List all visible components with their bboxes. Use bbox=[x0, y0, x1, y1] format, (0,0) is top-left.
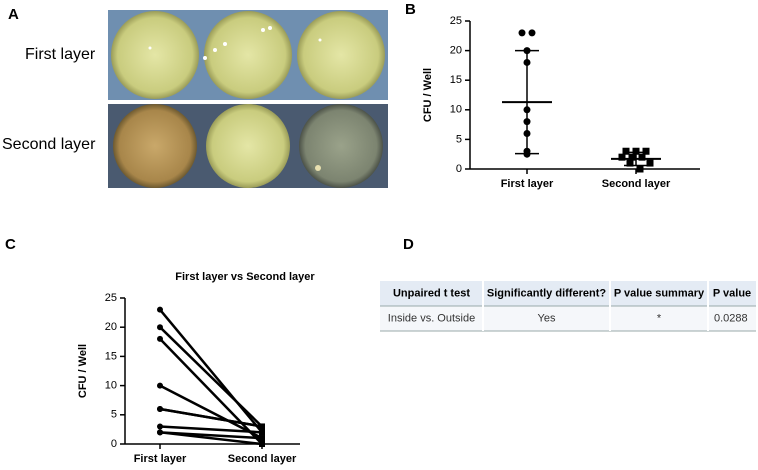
table-cell: Yes bbox=[538, 312, 556, 324]
x-tick-label: Second layer bbox=[602, 178, 671, 190]
table-cell: * bbox=[657, 312, 662, 324]
table-header-bg bbox=[380, 281, 756, 306]
chart-title: First layer vs Second layer bbox=[175, 271, 315, 283]
data-point bbox=[157, 382, 163, 389]
pair-line bbox=[159, 431, 263, 446]
table-header: Significantly different? bbox=[487, 287, 606, 299]
data-point bbox=[259, 435, 265, 442]
data-point bbox=[628, 153, 636, 161]
table: Unpaired t test Significantly different? P… bbox=[380, 281, 756, 332]
table-row-bg bbox=[380, 306, 756, 331]
pair-line bbox=[159, 326, 263, 428]
data-point bbox=[638, 153, 646, 161]
data-point bbox=[157, 324, 163, 331]
y-tick-label: 5 bbox=[456, 133, 462, 145]
panel-label: B bbox=[405, 1, 416, 18]
data-point bbox=[632, 147, 640, 155]
y-tick-label: 20 bbox=[105, 321, 117, 333]
data-point bbox=[626, 159, 634, 167]
data-point bbox=[636, 165, 644, 173]
data-point bbox=[528, 29, 536, 37]
pair-line bbox=[159, 407, 263, 428]
x-tick-label: First layer bbox=[501, 178, 554, 190]
y-tick-label: 25 bbox=[450, 15, 462, 27]
data-point bbox=[259, 423, 265, 430]
table-header: Unpaired t test bbox=[393, 287, 470, 299]
panel-label: A bbox=[8, 6, 19, 23]
data-point bbox=[642, 147, 650, 155]
pair-line bbox=[159, 338, 263, 445]
data-point bbox=[157, 335, 163, 342]
data-point bbox=[259, 429, 265, 436]
y-tick-label: 15 bbox=[450, 74, 462, 86]
y-tick-label: 0 bbox=[111, 438, 117, 450]
row-label: Second layer bbox=[2, 136, 96, 153]
table-cell: 0.0288 bbox=[714, 312, 748, 324]
data-point bbox=[157, 405, 163, 412]
data-point bbox=[157, 429, 163, 436]
data-point bbox=[518, 29, 526, 37]
pair-line bbox=[159, 425, 263, 434]
photos bbox=[108, 10, 388, 188]
data-point bbox=[618, 153, 626, 161]
table-cell: Inside vs. Outside bbox=[388, 312, 475, 324]
table-header: P value summary bbox=[614, 287, 705, 299]
pair-line bbox=[159, 308, 263, 434]
data-point bbox=[157, 306, 163, 313]
y-tick-label: 0 bbox=[456, 163, 462, 175]
y-tick-label: 15 bbox=[105, 350, 117, 362]
data-point bbox=[646, 159, 654, 167]
panel-label: D bbox=[403, 236, 414, 253]
y-axis-label: CFU / Well bbox=[77, 344, 89, 398]
table-header: P value bbox=[713, 287, 751, 299]
data-point bbox=[622, 147, 630, 155]
pair-line bbox=[159, 384, 263, 440]
panel-label: C bbox=[5, 236, 16, 253]
y-tick-label: 10 bbox=[450, 104, 462, 116]
y-tick-label: 25 bbox=[105, 292, 117, 304]
y-axis-label: CFU / Well bbox=[422, 68, 434, 122]
y-tick-label: 5 bbox=[111, 409, 117, 421]
x-tick-label: First layer bbox=[134, 453, 187, 465]
data-point bbox=[259, 441, 265, 447]
x-tick-label: Second layer bbox=[228, 453, 297, 465]
row-label: First layer bbox=[25, 46, 96, 63]
y-tick-label: 10 bbox=[105, 380, 117, 392]
y-tick-label: 20 bbox=[450, 45, 462, 57]
data-point bbox=[157, 423, 163, 430]
